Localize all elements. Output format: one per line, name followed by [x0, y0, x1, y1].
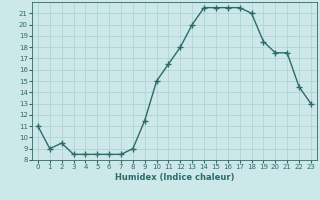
- X-axis label: Humidex (Indice chaleur): Humidex (Indice chaleur): [115, 173, 234, 182]
